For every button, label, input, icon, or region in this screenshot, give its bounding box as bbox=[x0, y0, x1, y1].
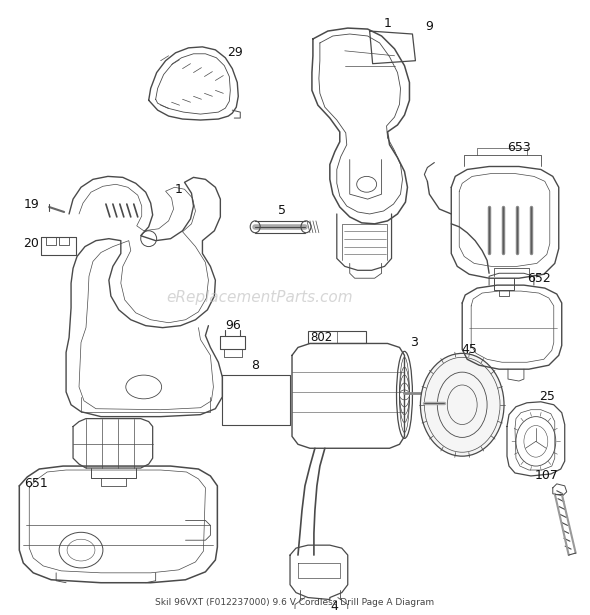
Text: 20: 20 bbox=[24, 237, 39, 250]
Text: 45: 45 bbox=[461, 343, 477, 356]
Text: 25: 25 bbox=[539, 391, 555, 403]
Text: 8: 8 bbox=[251, 359, 259, 371]
Text: 9: 9 bbox=[425, 20, 433, 33]
Text: 5: 5 bbox=[278, 204, 286, 218]
Text: eReplacementParts.com: eReplacementParts.com bbox=[166, 290, 352, 306]
Text: 651: 651 bbox=[24, 477, 48, 490]
Text: 652: 652 bbox=[527, 272, 550, 285]
Bar bbox=[308, 331, 366, 343]
Text: 29: 29 bbox=[227, 46, 243, 59]
Text: 19: 19 bbox=[24, 197, 39, 210]
Text: 3: 3 bbox=[411, 336, 418, 349]
Ellipse shape bbox=[421, 354, 504, 456]
Text: 107: 107 bbox=[535, 469, 559, 482]
Text: 96: 96 bbox=[225, 319, 241, 332]
Text: 653: 653 bbox=[507, 141, 531, 154]
Text: 4: 4 bbox=[331, 600, 339, 613]
Text: 1: 1 bbox=[175, 183, 182, 196]
Text: Skil 96VXT (F012237000) 9.6 V Cordless Drill Page A Diagram: Skil 96VXT (F012237000) 9.6 V Cordless D… bbox=[155, 598, 435, 607]
Text: 802: 802 bbox=[311, 331, 333, 344]
Text: 1: 1 bbox=[384, 17, 392, 30]
